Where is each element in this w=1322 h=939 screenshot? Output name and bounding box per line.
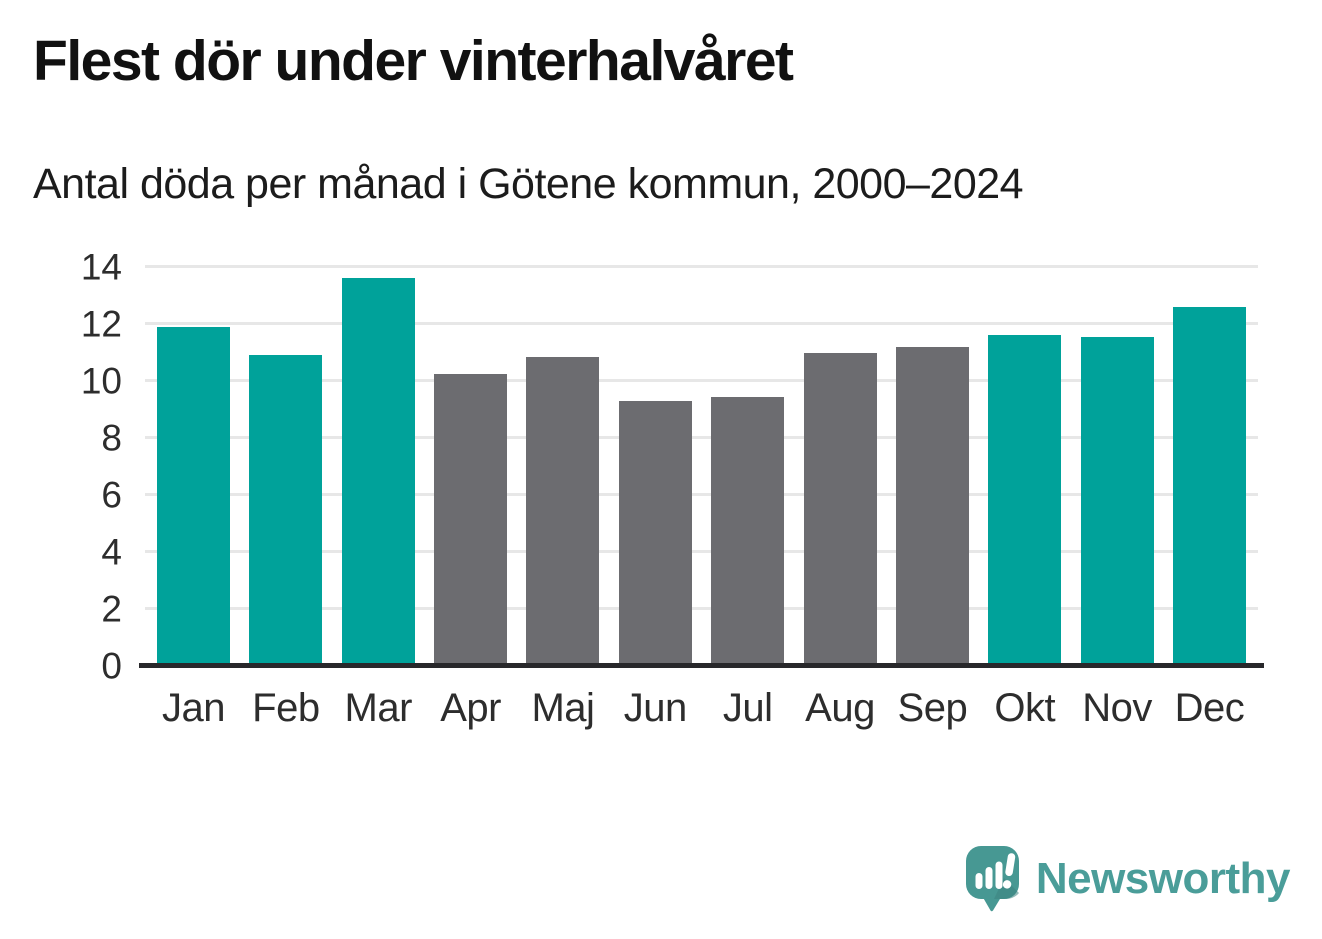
x-tick-label-jan: Jan [162, 686, 226, 730]
gridline-y6 [145, 493, 1258, 496]
bar-maj [526, 356, 600, 666]
bar-nov [1080, 336, 1154, 666]
bar-sep [895, 346, 969, 666]
y-tick-label-0: 0 [101, 645, 122, 687]
x-axis-labels: Jan Feb Mar Apr Maj Jun Jul Aug Sep Okt Nov Dec [145, 686, 1258, 731]
y-tick-label-4: 4 [101, 531, 122, 573]
y-tick-label-2: 2 [101, 588, 122, 630]
gridline-y8 [145, 436, 1258, 439]
bar-apr [434, 373, 508, 666]
bar-jan [157, 326, 230, 666]
bar-mar [341, 278, 415, 666]
x-tick-label-feb: Feb [252, 686, 320, 730]
y-tick-label-6: 6 [101, 474, 122, 516]
bar-jun [618, 400, 692, 666]
bar-aug [803, 352, 877, 666]
gridline-y4 [145, 550, 1258, 553]
x-tick-label-dec: Dec [1174, 686, 1245, 730]
x-tick-label-sep: Sep [897, 686, 968, 730]
bar-okt [988, 335, 1062, 666]
bars-container [145, 267, 1258, 666]
gridline-y2 [145, 607, 1258, 610]
y-axis: 0 2 4 6 8 10 12 14 [0, 249, 130, 685]
x-tick-label-nov: Nov [1082, 686, 1152, 730]
chart-title: Flest dör under vinterhalvåret [33, 29, 794, 93]
x-tick-label-jun: Jun [623, 686, 688, 730]
gridline-y12 [145, 322, 1258, 325]
x-tick-label-mar: Mar [344, 686, 413, 730]
chart-subtitle: Antal döda per månad i Götene kommun, 20… [33, 160, 1024, 208]
x-tick-label-okt: Okt [994, 686, 1056, 730]
gridline-y10 [145, 379, 1258, 382]
y-tick-label-10: 10 [80, 360, 122, 402]
newsworthy-logo-icon [965, 846, 1019, 912]
bar-feb [249, 355, 323, 666]
y-tick-label-8: 8 [101, 417, 122, 459]
brand-name: Newsworthy [1035, 853, 1291, 903]
x-tick-label-jul: Jul [722, 686, 773, 730]
brand-footer: Newsworthy [964, 844, 1291, 913]
bar-chart-plot-area [139, 265, 1264, 668]
x-tick-label-aug: Aug [805, 686, 875, 730]
bar-jul [711, 396, 785, 666]
bar-dec [1172, 306, 1246, 666]
x-axis-line [139, 663, 1264, 668]
y-tick-label-14: 14 [80, 246, 122, 288]
x-tick-label-maj: Maj [531, 686, 595, 730]
x-tick-label-apr: Apr [440, 686, 501, 730]
y-tick-label-12: 12 [80, 303, 122, 345]
gridline-y14 [145, 265, 1258, 268]
